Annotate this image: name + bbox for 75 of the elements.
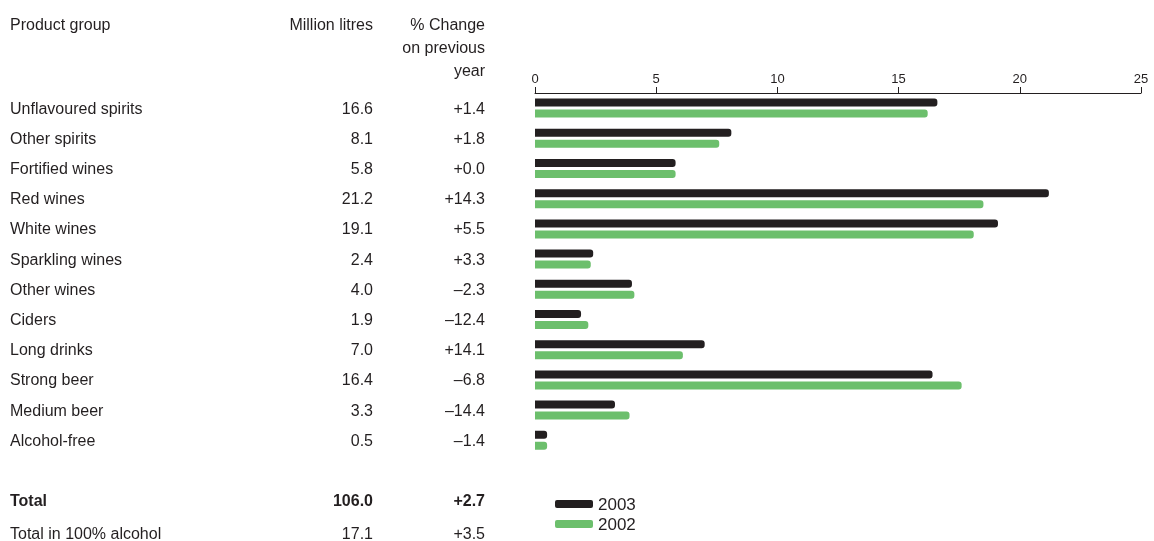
y-tick-label: White wines — [10, 220, 97, 238]
text: Product group — [10, 16, 111, 33]
bar — [535, 411, 630, 420]
text: +3.3 — [453, 250, 486, 268]
text: +3.5 — [453, 524, 486, 541]
bar — [535, 169, 676, 178]
y-tick-label: Medium beer — [10, 401, 105, 419]
text: –14.4 — [444, 401, 486, 419]
bar — [535, 400, 615, 409]
bar — [535, 189, 1049, 198]
y-tick-label: Other spirits — [10, 129, 97, 147]
data-label: 16.6 — [341, 99, 374, 117]
bar — [535, 290, 635, 299]
text: Total in 100% alcohol — [10, 524, 162, 541]
x2-tick-label: 10 — [770, 71, 785, 86]
text: % Change on previous year — [402, 16, 486, 79]
text: 17.1 — [341, 524, 374, 541]
data-label: 0.5 — [350, 431, 374, 449]
text: Million litres — [289, 16, 373, 33]
bar — [535, 260, 591, 269]
text: –1.4 — [453, 431, 486, 449]
x2-tick-label: 20 — [1012, 71, 1028, 86]
data-label: 7.0 — [350, 341, 374, 359]
text: +2.7 — [453, 491, 486, 509]
bar — [535, 249, 594, 258]
bar — [535, 219, 998, 228]
data-label: 21.2 — [341, 190, 374, 208]
y-tick-label: Unflavoured spirits — [10, 99, 143, 117]
text: +0.0 — [453, 160, 486, 177]
data-label: 2.4 — [350, 250, 374, 268]
data-label: 4.0 — [350, 280, 374, 298]
x2-tick-label: 25 — [1133, 71, 1149, 86]
y-tick-label: Ciders — [10, 311, 57, 328]
text: –6.8 — [453, 371, 486, 389]
bar — [535, 128, 732, 137]
y-tick-label: Alcohol-free — [10, 431, 96, 449]
y-tick-label: Long drinks — [10, 341, 93, 359]
y-tick-label: Strong beer — [10, 371, 95, 389]
data-label: 3.3 — [350, 401, 374, 419]
y-tick-label: Other wines — [10, 280, 96, 298]
bar — [535, 98, 938, 107]
bar — [535, 351, 683, 360]
text: Total — [10, 491, 48, 509]
text: +14.3 — [444, 190, 486, 208]
text: –2.3 — [453, 280, 486, 298]
data-label: 19.1 — [341, 220, 374, 238]
bar — [535, 230, 974, 239]
bar — [535, 381, 962, 390]
x2-tick-label: 5 — [652, 71, 660, 86]
bar — [535, 200, 984, 209]
x2-tick-label: 15 — [891, 71, 906, 86]
text: –12.4 — [444, 311, 486, 328]
text: 106.0 — [332, 491, 374, 509]
data-label: 16.4 — [341, 371, 374, 389]
x2-tick-label: 0 — [531, 71, 539, 86]
bar — [535, 340, 705, 349]
text: +14.1 — [444, 341, 486, 359]
bar — [535, 159, 676, 168]
legend-label: 2003 — [598, 494, 636, 514]
data-label: 8.1 — [350, 129, 374, 147]
bar — [535, 320, 589, 329]
bar — [535, 370, 933, 379]
data-label: 5.8 — [350, 160, 374, 177]
text: +1.4 — [453, 99, 486, 117]
y-tick-label: Fortified wines — [10, 160, 114, 177]
data-label: 1.9 — [350, 311, 374, 328]
y-tick-label: Sparkling wines — [10, 250, 123, 268]
bar — [535, 310, 582, 319]
bar — [535, 139, 720, 148]
text: +1.8 — [453, 129, 486, 147]
bar — [535, 109, 928, 118]
text: +5.5 — [453, 220, 486, 238]
y-tick-label: Red wines — [10, 190, 85, 208]
legend-label: 2002 — [598, 514, 636, 534]
bar — [535, 279, 632, 288]
